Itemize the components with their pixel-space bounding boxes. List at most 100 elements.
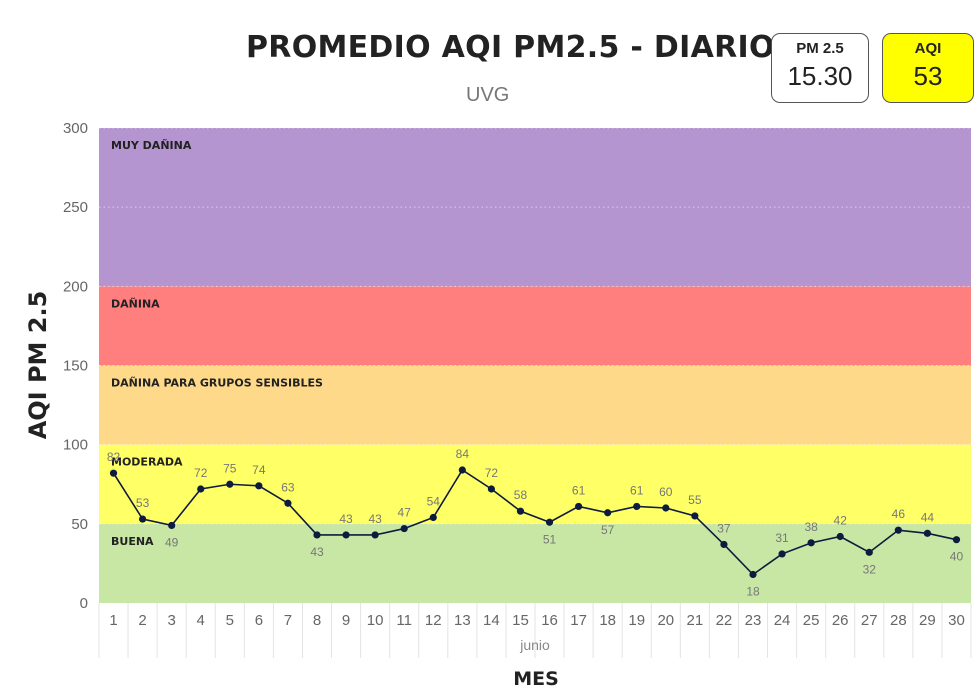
data-point (313, 531, 321, 539)
data-point (923, 529, 932, 537)
data-point (836, 532, 844, 541)
data-label: 38 (804, 520, 818, 534)
data-label: 54 (427, 495, 441, 509)
aqi-band-0 (99, 523, 971, 603)
data-point (429, 513, 437, 522)
data-label: 43 (339, 512, 353, 526)
aqi-band-label: DAÑINA (111, 297, 160, 310)
x-tick-label: 21 (687, 612, 704, 629)
data-label: 75 (223, 461, 237, 475)
aqi-kpi-value: 53 (913, 61, 943, 91)
data-label: 43 (368, 512, 382, 526)
data-label: 37 (717, 521, 731, 535)
y-tick-label: 150 (63, 358, 88, 375)
data-label: 47 (398, 506, 412, 520)
data-label: 61 (572, 483, 586, 497)
data-point (894, 526, 902, 534)
data-label: 32 (863, 562, 877, 576)
data-point (226, 480, 234, 488)
data-point (720, 540, 728, 549)
data-label: 44 (921, 510, 935, 524)
data-point (255, 482, 263, 490)
data-label: 60 (659, 485, 673, 499)
aqi-band-label: BUENA (111, 535, 154, 548)
data-label: 43 (310, 545, 324, 559)
data-point (545, 518, 554, 526)
aqi-band-2 (99, 365, 971, 445)
x-tick-label: 10 (367, 612, 384, 629)
data-label: 53 (136, 496, 150, 510)
data-label: 42 (834, 514, 848, 528)
data-label: 72 (485, 466, 499, 480)
x-tick-label: 26 (832, 612, 849, 629)
x-tick-label: 17 (570, 612, 587, 629)
data-label: 84 (456, 447, 470, 461)
x-tick-label: 14 (483, 612, 500, 629)
x-tick-label: 30 (948, 612, 965, 629)
aqi-kpi-label: AQI (914, 40, 942, 57)
data-point (516, 507, 525, 515)
x-tick-label: 20 (657, 612, 674, 629)
data-point (952, 536, 961, 544)
x-tick-label: 1 (109, 612, 117, 629)
data-point (458, 466, 466, 474)
x-axis-label: MES (513, 668, 559, 690)
data-point (168, 521, 176, 530)
data-label: 46 (892, 507, 906, 521)
x-tick-label: 12 (425, 612, 442, 629)
y-tick-label: 0 (80, 595, 88, 612)
data-label: 55 (688, 493, 702, 507)
x-tick-label: 16 (541, 612, 558, 629)
x-tick-label: 22 (716, 612, 733, 629)
x-tick-label: 11 (396, 612, 412, 629)
data-point (487, 485, 495, 493)
data-point (778, 550, 786, 558)
x-tick-label: 4 (197, 612, 205, 629)
data-point (400, 524, 408, 533)
y-tick-label: 100 (63, 437, 88, 454)
x-tick-label: 29 (919, 612, 936, 629)
data-label: 74 (252, 463, 266, 477)
chart-subtitle: UVG (466, 84, 510, 106)
x-tick-label: 9 (342, 612, 350, 629)
data-label: 40 (950, 550, 964, 564)
data-point (691, 512, 699, 520)
x-tick-label: 18 (599, 612, 616, 629)
x-group-label: junio (519, 637, 550, 653)
pm25-kpi-label: PM 2.5 (796, 40, 844, 57)
aqi-band-3 (99, 286, 971, 366)
pm25-kpi-card: PM 2.5 15.30 (771, 33, 869, 103)
x-tick-label: 25 (803, 612, 820, 629)
aqi-band-label: MUY DAÑINA (111, 139, 192, 152)
data-label: 63 (281, 480, 295, 494)
y-tick-label: 50 (71, 516, 88, 533)
data-point (371, 531, 379, 539)
x-tick-label: 24 (774, 612, 791, 629)
y-tick-label: 250 (63, 199, 88, 216)
x-tick-label: 15 (512, 612, 529, 629)
data-point (342, 531, 350, 539)
x-tick-label: 8 (313, 612, 321, 629)
x-tick-label: 7 (284, 612, 292, 629)
data-point (109, 469, 118, 477)
data-point (662, 504, 670, 512)
x-tick-label: 5 (226, 612, 234, 629)
data-label: 31 (775, 531, 789, 545)
x-tick-label: 19 (628, 612, 645, 629)
data-point (633, 502, 641, 511)
data-label: 18 (746, 585, 760, 599)
aqi-band-label: MODERADA (111, 456, 183, 469)
data-point (865, 548, 873, 556)
data-label: 61 (630, 483, 644, 497)
x-tick-label: 2 (138, 612, 146, 629)
data-label: 58 (514, 488, 528, 502)
pm25-kpi-value: 15.30 (787, 61, 853, 91)
data-point (197, 485, 205, 493)
aqi-kpi-card: AQI 53 (882, 33, 974, 103)
aqi-band-label: DAÑINA PARA GRUPOS SENSIBLES (111, 377, 323, 390)
x-tick-label: 28 (890, 612, 907, 629)
data-label: 82 (107, 450, 121, 464)
data-label: 72 (194, 466, 208, 480)
data-label: 51 (543, 532, 557, 546)
